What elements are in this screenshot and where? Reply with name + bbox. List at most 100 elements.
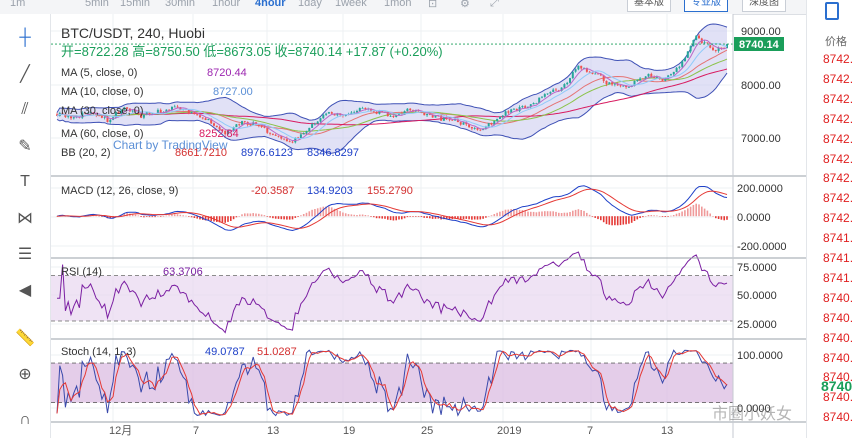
macd-histogram-bar [429, 216, 431, 219]
zoom-icon[interactable]: ⊕ [18, 366, 32, 383]
tf-15min[interactable]: 15min [120, 0, 150, 9]
candle-body [574, 69, 577, 72]
depth-chart-button[interactable]: 深度图 [742, 0, 786, 12]
candle-body [358, 107, 361, 111]
macd-histogram-bar [622, 216, 625, 225]
candle-body [465, 122, 468, 125]
macd-histogram-bar [706, 210, 709, 217]
macd-histogram-bar [695, 203, 697, 217]
price-list-item: 8740. [823, 330, 854, 345]
tf-1week[interactable]: 1week [335, 0, 367, 9]
stoch-tick: 100.0000 [737, 350, 783, 362]
candle-body [468, 124, 471, 128]
candle-body [563, 84, 566, 88]
macd-histogram-bar [283, 216, 285, 220]
macd-histogram-bar [302, 214, 305, 217]
macd-histogram-bar [555, 211, 557, 217]
candle-body [361, 107, 364, 109]
macd-histogram-bar [687, 208, 689, 217]
candle-body [580, 65, 583, 69]
rsi-tick: 25.0000 [737, 319, 777, 331]
candle-body [221, 129, 224, 131]
candle-body [507, 111, 510, 113]
macd-histogram-bar [218, 216, 221, 223]
macd-histogram-bar [546, 211, 549, 217]
pro-version-button[interactable]: 专业版 [684, 0, 728, 12]
macd-histogram-bar [297, 216, 299, 217]
candle-body [423, 113, 426, 116]
brush-icon[interactable]: ✎ [18, 138, 32, 155]
fib-icon[interactable]: ⫽ [21, 101, 29, 118]
macd-histogram-bar [487, 216, 490, 217]
tf-1hour[interactable]: 1hour [212, 0, 241, 9]
candle-body [89, 112, 92, 114]
rsi-value: 63.3706 [163, 266, 203, 278]
candle-body [274, 134, 277, 136]
tf-4hour[interactable]: 4hour [255, 0, 286, 9]
magnet-icon[interactable]: ∩ [19, 411, 31, 428]
macd-histogram-bar [272, 216, 274, 219]
candle-body [218, 127, 221, 130]
macd-histogram-bar [457, 216, 459, 219]
indicator-icon[interactable]: ⊡ [428, 0, 438, 10]
price-list-item: 8742. [823, 111, 854, 126]
settings-icon[interactable]: ⚙ [460, 0, 470, 10]
chart-svg[interactable]: 9000.00 8000.00 7000.00 8740.14 200.0000… [51, 14, 806, 438]
candle-body [72, 117, 75, 119]
macd-histogram-bar [384, 216, 386, 219]
candle-body [171, 106, 173, 110]
macd-histogram-bar [701, 206, 703, 217]
tf-30min[interactable]: 30min [165, 0, 195, 9]
candle-body [327, 112, 330, 114]
macd-histogram-bar [288, 216, 291, 220]
candle-body [499, 116, 501, 119]
candle-body [515, 108, 518, 112]
tf-1mon[interactable]: 1mon [384, 0, 412, 9]
macd-histogram-bar [672, 215, 675, 217]
crosshair-icon[interactable]: ┼ [19, 29, 31, 46]
candle-body [655, 77, 658, 78]
candle-body [594, 73, 597, 75]
tradingview-attribution[interactable]: Chart by TradingView [113, 138, 228, 152]
macd-tick: -200.0000 [737, 241, 787, 253]
panel-toggle-icon[interactable] [825, 2, 839, 20]
macd-histogram-bar [378, 216, 381, 219]
macd-histogram-bar [423, 216, 425, 218]
tf-1day[interactable]: 1day [298, 0, 322, 9]
chart-area[interactable]: 9000.00 8000.00 7000.00 8740.14 200.0000… [51, 14, 806, 438]
macd-histogram-bar [56, 216, 58, 217]
macd-histogram-bar [611, 216, 613, 226]
bb-mid-value: 8661.7210 [175, 147, 227, 159]
macd-histogram-bar [703, 208, 706, 217]
macd-histogram-bar [342, 212, 344, 217]
macd-histogram-bar [137, 215, 140, 217]
fullscreen-icon[interactable]: ⤢ [490, 0, 499, 9]
pattern-icon[interactable]: ⋈ [17, 210, 33, 227]
candle-body [647, 73, 650, 77]
candle-body [566, 82, 569, 85]
candle-body [445, 117, 448, 120]
tf-5min[interactable]: 5min [85, 0, 109, 9]
candle-body [299, 134, 302, 138]
macd-histogram-bar [344, 213, 347, 217]
price-list-item: 8740. [823, 390, 854, 405]
ruler-icon[interactable]: 📏 [15, 330, 35, 347]
macd-value-signal: 155.2790 [367, 185, 413, 197]
macd-histogram-bar [476, 216, 479, 220]
macd-histogram-bar [594, 216, 596, 218]
macd-histogram-bar [328, 206, 330, 217]
measure-lines-icon[interactable]: ☰ [17, 246, 33, 263]
macd-histogram-bar [171, 214, 173, 217]
macd-histogram-bar [401, 216, 403, 220]
trendline-icon[interactable]: ╱ [20, 66, 30, 83]
tf-1m[interactable]: 1m [10, 0, 26, 9]
candle-body [106, 116, 109, 122]
ma60-label: MA (60, close, 0) [61, 128, 144, 140]
candle-body [142, 114, 145, 118]
macd-histogram-bar [356, 215, 358, 217]
drawing-toolbar: ┼ ╱ ⫽ ✎ T ⋈ ☰ ◀ 📏 ⊕ ∩ [0, 14, 51, 438]
back-arrow-icon[interactable]: ◀ [18, 282, 32, 299]
candle-body [549, 91, 552, 94]
basic-version-button[interactable]: 基本版 [627, 0, 671, 12]
text-icon[interactable]: T [20, 173, 30, 190]
